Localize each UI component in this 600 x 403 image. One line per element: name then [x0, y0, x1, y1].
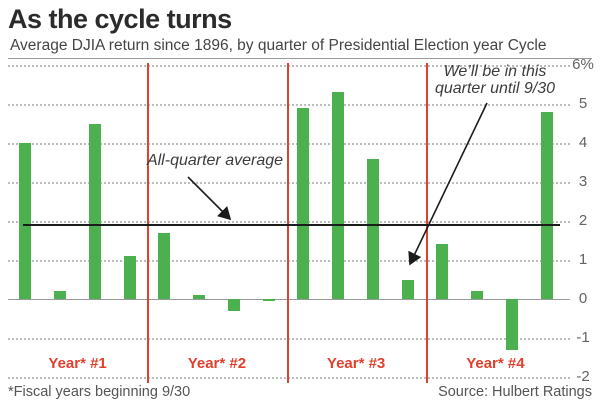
year-group-label: Year* #4	[466, 355, 525, 372]
y-axis-tick-label: -2	[576, 368, 590, 385]
gridline	[8, 377, 570, 379]
gridline	[8, 221, 570, 223]
bar-year4-q4	[541, 111, 554, 299]
chart-top-border	[8, 58, 592, 59]
y-axis-tick-label: 4	[578, 134, 588, 151]
all-quarter-average-line	[23, 223, 560, 226]
bar-year2-q1	[157, 232, 170, 299]
y-axis-tick-label: 2	[578, 212, 588, 229]
x-axis-line	[8, 299, 570, 300]
bar-year1-q3	[88, 123, 101, 299]
bar-year4-q2	[471, 291, 484, 299]
annotation-line-1: We’ll be in this	[443, 63, 547, 80]
gridline	[8, 143, 570, 145]
year-divider-line	[147, 63, 150, 383]
footnote: *Fiscal years beginning 9/30	[8, 384, 191, 400]
y-axis-tick-label: 5	[578, 95, 588, 112]
bar-year3-q4	[402, 279, 414, 299]
gridline	[8, 338, 570, 340]
y-axis-tick-label: -1	[576, 329, 590, 346]
current-quarter-annotation-label: We’ll be in this quarter until 9/30	[420, 63, 570, 97]
y-axis-tick-label: 0	[578, 290, 588, 307]
bar-year3-q2	[332, 92, 344, 299]
year-group-label: Year* #1	[48, 355, 107, 372]
annotation-line-2: quarter until 9/30	[434, 80, 556, 97]
gridline	[8, 104, 570, 106]
bar-year2-q2	[192, 295, 205, 299]
y-axis-tick-label: 1	[578, 251, 588, 268]
y-axis-tick-label: 6%	[572, 56, 594, 73]
bar-year4-q3	[506, 299, 519, 350]
gridline	[8, 65, 570, 67]
year-group-label: Year* #3	[326, 355, 386, 372]
source-credit: Source: Hulbert Ratings	[438, 384, 592, 400]
average-annotation-label: All-quarter average	[146, 152, 284, 169]
bar-year1-q1	[18, 143, 31, 299]
gridline	[8, 182, 570, 184]
chart-title: As the cycle turns	[8, 4, 232, 34]
y-axis-tick-label: 3	[578, 173, 588, 190]
bar-year2-q4	[262, 299, 275, 301]
bar-year1-q4	[123, 256, 136, 299]
bar-year3-q3	[367, 158, 379, 299]
bar-year3-q1	[297, 107, 309, 299]
chart-subtitle: Average DJIA return since 1896, by quart…	[10, 37, 547, 54]
year-divider-line	[286, 63, 289, 383]
bar-year1-q2	[53, 291, 66, 299]
bar-year4-q1	[436, 244, 449, 299]
bar-year2-q3	[227, 299, 240, 311]
year-group-label: Year* #2	[187, 355, 247, 372]
gridline	[8, 260, 570, 262]
